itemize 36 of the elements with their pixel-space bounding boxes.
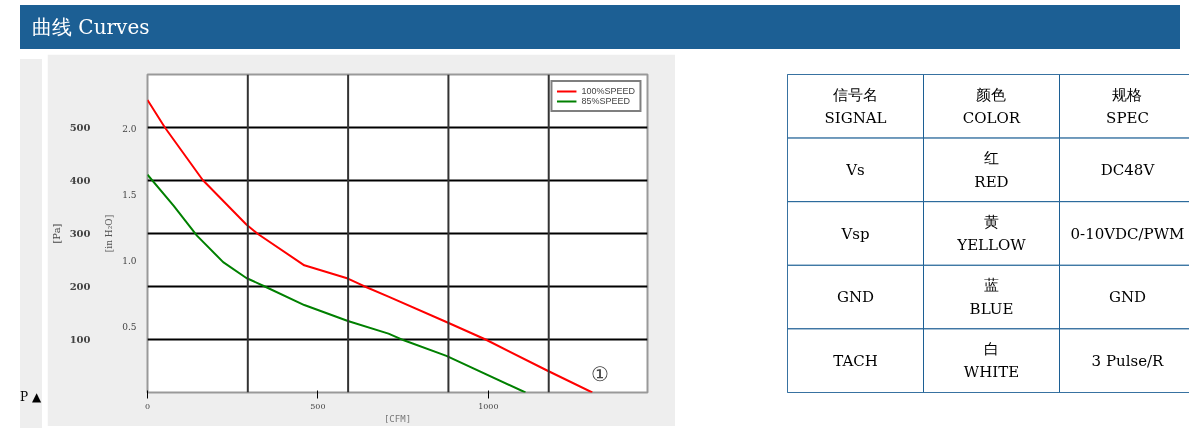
y-tick-label: 100	[69, 334, 91, 345]
line-series	[147, 173, 527, 393]
text: P ▲	[20, 389, 42, 406]
text: GND	[836, 288, 875, 307]
text: 规格 SPEC	[1106, 85, 1149, 127]
legend-label: 85%SPEED	[581, 96, 630, 106]
y2-axis-title: [in H₂O]	[104, 214, 115, 253]
text: Vs	[845, 160, 865, 179]
legend-label: 100%SPEED	[581, 86, 635, 96]
y-tick-label: 200	[69, 281, 91, 292]
text: 红 RED	[974, 149, 1009, 191]
y-tick-label: 300	[69, 228, 91, 239]
y-tick-label: 500	[69, 122, 91, 133]
text: DC48V	[1100, 160, 1156, 179]
x-tick-label: 1000	[478, 401, 499, 411]
text: 颜色 COLOR	[962, 85, 1021, 127]
text: GND	[1108, 288, 1147, 307]
text: 信号名 SIGNAL	[824, 85, 887, 127]
x-tick-label: 0	[144, 401, 151, 411]
text: TACH	[833, 351, 878, 370]
x-tick-label: 500	[310, 401, 326, 411]
y2-tick-label: 1.5	[122, 189, 137, 200]
annotation: ①	[591, 362, 609, 387]
text: Vsp	[840, 224, 870, 243]
text: 蓝 BLUE	[969, 276, 1014, 318]
y2-tick-label: 1.0	[122, 256, 137, 266]
y-tick-label: 400	[69, 175, 91, 186]
chart-title: 曲线 Curves	[32, 14, 150, 41]
text: 3 Pulse/R	[1091, 351, 1165, 370]
text: 黄 YELLOW	[956, 212, 1027, 255]
text: 0-10VDC/PWM	[1070, 224, 1185, 243]
y2-tick-label: 0.5	[122, 322, 137, 332]
x-axis-title: [CFM]	[383, 413, 412, 424]
y-axis-title: [Pa]	[50, 223, 62, 244]
text: 白 WHITE	[963, 340, 1020, 382]
y2-tick-label: 2.0	[122, 123, 137, 134]
